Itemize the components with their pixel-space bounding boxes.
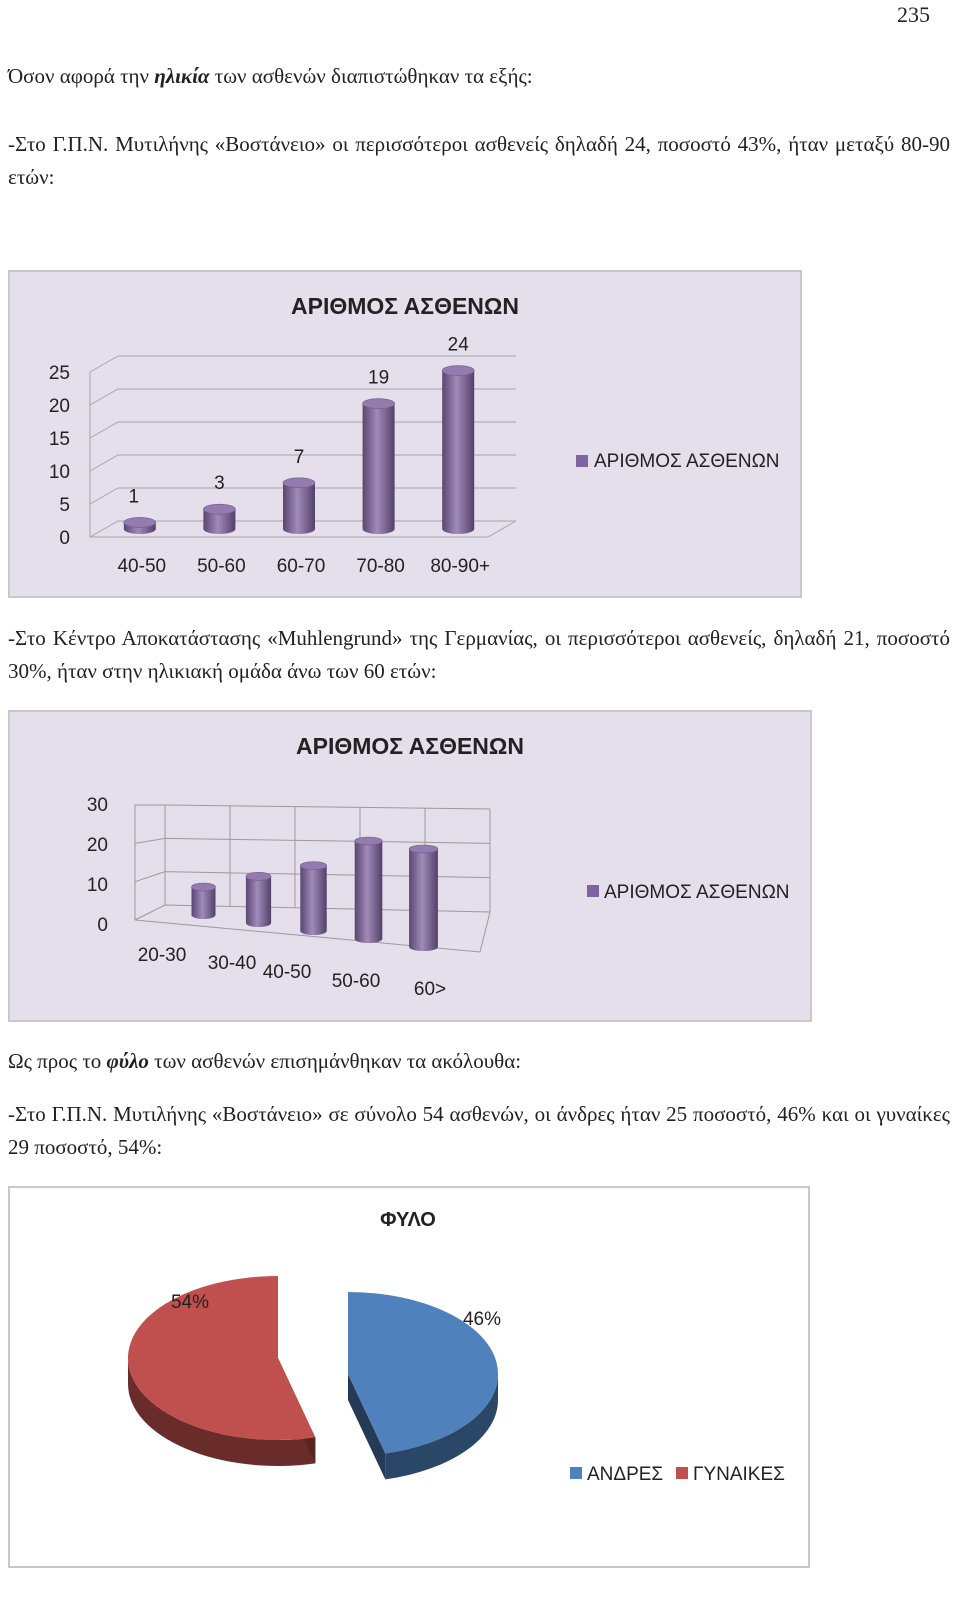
chart1-ytick-4: 20 [49, 396, 70, 417]
chart2-bar-2 [299, 861, 327, 935]
age-chart-muhlengrund-svg: ΑΡΙΘΜΟΣ ΑΣΘΕΝΩΝ 0 10 20 30 20-30 30-40 40-50 50-… [10, 712, 810, 1020]
chart1-bar-1 [203, 503, 236, 534]
gender-pie-chart-svg: ΦΥΛΟ 46% 54% ΑΝΔΡΕΣ ΓΥΝΑΙΚΕΣ [10, 1188, 808, 1566]
age-intro-suffix: των ασθενών διαπιστώθηκαν τα εξής: [209, 64, 533, 88]
chart3-slice-0 [348, 1292, 499, 1480]
chart2-ytick-1: 10 [87, 875, 108, 896]
age-intro-paragraph: Όσον αφορά την ηλικία των ασθενών διαπισ… [8, 60, 950, 93]
age-chart-muhlengrund: ΑΡΙΘΜΟΣ ΑΣΘΕΝΩΝ 0 10 20 30 20-30 30-40 40-50 50-… [8, 710, 812, 1022]
chart1-ytick-3: 15 [49, 429, 70, 450]
vostaneio-gender-paragraph: -Στο Γ.Π.Ν. Μυτιλήνης «Βοστάνειο» σε σύν… [8, 1102, 950, 1159]
chart2-ytick-3: 30 [87, 795, 108, 816]
chart3-title: ΦΥΛΟ [380, 1209, 436, 1231]
chart1-xtick-0: 40-50 [117, 556, 166, 577]
chart1-data-label-4: 24 [448, 335, 470, 356]
chart2-xtick-3: 50-60 [332, 971, 381, 992]
chart1-ytick-5: 25 [49, 363, 70, 384]
chart3-data-label-1: 54% [171, 1292, 209, 1313]
chart2-xtick-4: 60> [414, 979, 446, 1000]
chart3-data-label-0: 46% [463, 1309, 501, 1330]
chart1-data-label-0: 1 [129, 486, 140, 507]
gender-intro-prefix: Ως προς το [8, 1049, 107, 1073]
chart3-legend-label-1: ΓΥΝΑΙΚΕΣ [693, 1464, 785, 1485]
chart3-slice-1 [127, 1276, 316, 1466]
chart2-title: ΑΡΙΘΜΟΣ ΑΣΘΕΝΩΝ [296, 733, 524, 759]
chart2-bar-0 [191, 882, 216, 919]
gender-intro-suffix: των ασθενών επισημάνθηκαν τα ακόλουθα: [148, 1049, 522, 1073]
age-chart-vostaneio: ΑΡΙΘΜΟΣ ΑΣΘΕΝΩΝ 0 5 10 15 20 25 1 40-50 3 50-60 7 60… [8, 270, 802, 598]
chart2-ytick-2: 20 [87, 835, 108, 856]
chart3-legend-swatch-0 [570, 1467, 582, 1479]
chart1-data-label-3: 19 [368, 368, 389, 389]
chart1-bar-3 [362, 398, 395, 534]
chart2-xtick-1: 30-40 [208, 953, 257, 974]
chart1-xtick-1: 50-60 [197, 556, 246, 577]
chart1-gridline-5 [89, 355, 516, 373]
gender-intro-paragraph: Ως προς το φύλο των ασθενών επισημάνθηκα… [8, 1045, 950, 1078]
chart2-bar-1 [245, 872, 272, 927]
chart1-xtick-3: 70-80 [356, 556, 405, 577]
muhlengrund-age-paragraph: -Στο Κέντρο Αποκατάστασης «Muhlengrund» … [8, 626, 950, 683]
vostaneio-age-paragraph: -Στο Γ.Π.Ν. Μυτιλήνης «Βοστάνειο» οι περ… [8, 132, 950, 189]
chart1-legend-label: ΑΡΙΘΜΟΣ ΑΣΘΕΝΩΝ [594, 451, 780, 472]
chart3-legend-swatch-1 [676, 1467, 688, 1479]
chart1-bar-0 [123, 517, 157, 534]
chart1-ytick-0: 0 [59, 528, 70, 549]
chart1-gridline-4 [89, 388, 516, 406]
gender-pie-chart: ΦΥΛΟ 46% 54% ΑΝΔΡΕΣ ΓΥΝΑΙΚΕΣ [8, 1186, 810, 1568]
age-chart-vostaneio-svg: ΑΡΙΘΜΟΣ ΑΣΘΕΝΩΝ 0 5 10 15 20 25 1 40-50 3 50-60 7 60… [10, 272, 800, 596]
chart2-bar-4 [408, 844, 439, 951]
chart2-bar-3 [354, 836, 383, 943]
chart1-ytick-1: 5 [59, 495, 70, 516]
chart2-xtick-2: 40-50 [263, 962, 312, 983]
chart2-legend-label: ΑΡΙΘΜΟΣ ΑΣΘΕΝΩΝ [604, 882, 790, 903]
chart3-legend-label-0: ΑΝΔΡΕΣ [587, 1464, 663, 1485]
chart1-background [10, 272, 800, 596]
chart2-ytick-0: 0 [97, 915, 108, 936]
gender-intro-emphasis: φύλο [106, 1049, 149, 1073]
chart1-xtick-4: 80-90+ [430, 556, 490, 577]
chart1-floor [90, 520, 517, 538]
age-intro-prefix: Όσον αφορά την [8, 64, 155, 88]
chart1-bar-2 [282, 477, 316, 534]
chart1-legend-swatch [576, 455, 588, 467]
chart1-xtick-2: 60-70 [277, 556, 326, 577]
chart1-data-label-1: 3 [214, 473, 225, 494]
age-intro-emphasis: ηλικία [154, 64, 210, 88]
chart2-floor [134, 911, 491, 953]
chart1-ytick-2: 10 [49, 462, 70, 483]
chart1-data-label-2: 7 [294, 447, 305, 468]
chart1-title: ΑΡΙΘΜΟΣ ΑΣΘΕΝΩΝ [291, 293, 519, 319]
chart1-bar-4 [441, 365, 475, 534]
chart2-legend-swatch [587, 885, 599, 897]
page-number: 235 [897, 2, 930, 27]
chart2-xtick-0: 20-30 [138, 945, 187, 966]
